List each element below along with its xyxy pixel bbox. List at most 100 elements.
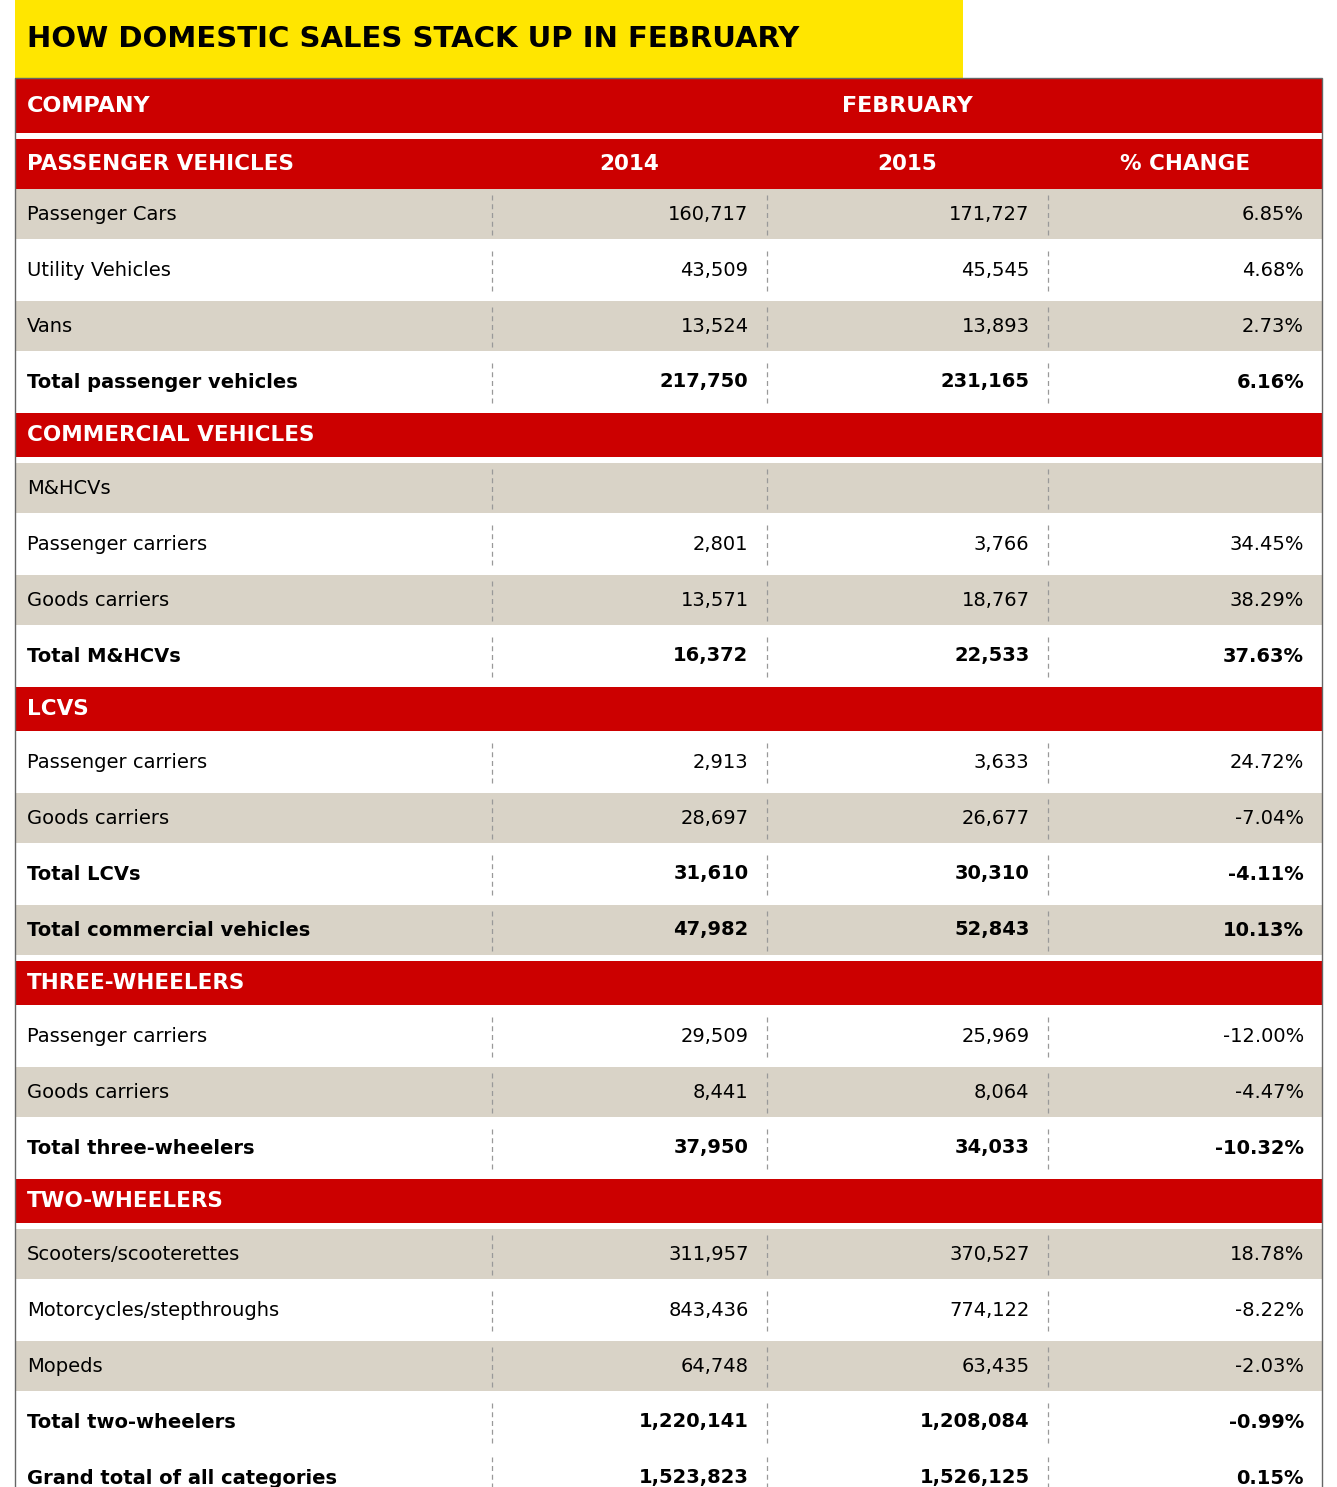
- Text: 10.13%: 10.13%: [1223, 920, 1304, 940]
- Text: Total two-wheelers: Total two-wheelers: [27, 1413, 235, 1432]
- Text: 2,801: 2,801: [693, 534, 749, 553]
- Text: COMPANY: COMPANY: [27, 95, 151, 116]
- Bar: [15, 1123, 1322, 1173]
- Text: 34,033: 34,033: [955, 1139, 1029, 1157]
- Bar: [15, 300, 1322, 351]
- Bar: [15, 1285, 1322, 1335]
- Text: Scooters/scooterettes: Scooters/scooterettes: [27, 1245, 241, 1264]
- Bar: [15, 1335, 1322, 1341]
- Bar: [15, 77, 1322, 132]
- Bar: [15, 413, 1322, 457]
- Bar: [15, 239, 1322, 245]
- Bar: [15, 787, 1322, 793]
- Text: Passenger carriers: Passenger carriers: [27, 534, 207, 553]
- Text: Utility Vehicles: Utility Vehicles: [27, 260, 171, 280]
- Text: Goods carriers: Goods carriers: [27, 590, 168, 610]
- Bar: [15, 738, 1322, 787]
- Bar: [15, 357, 1322, 407]
- Text: LCVS: LCVS: [27, 699, 88, 720]
- Text: Mopeds: Mopeds: [27, 1356, 103, 1375]
- Text: 1,220,141: 1,220,141: [639, 1413, 749, 1432]
- Bar: [15, 351, 1322, 357]
- Text: Total commercial vehicles: Total commercial vehicles: [27, 920, 310, 940]
- Text: 6.16%: 6.16%: [1237, 373, 1304, 391]
- Text: 1,526,125: 1,526,125: [920, 1469, 1029, 1487]
- Text: Total LCVs: Total LCVs: [27, 864, 140, 883]
- Text: 18,767: 18,767: [961, 590, 1029, 610]
- Text: -12.00%: -12.00%: [1223, 1026, 1304, 1045]
- Bar: [15, 0, 963, 77]
- Bar: [15, 1173, 1322, 1179]
- Bar: [15, 732, 1322, 738]
- Bar: [15, 1117, 1322, 1123]
- Text: 843,436: 843,436: [668, 1301, 749, 1319]
- Text: % CHANGE: % CHANGE: [1119, 155, 1250, 174]
- Bar: [15, 1068, 1322, 1117]
- Text: Total M&HCVs: Total M&HCVs: [27, 647, 180, 666]
- Text: Total three-wheelers: Total three-wheelers: [27, 1139, 254, 1157]
- Text: 38.29%: 38.29%: [1230, 590, 1304, 610]
- Text: 13,893: 13,893: [961, 317, 1029, 336]
- Bar: [15, 1179, 1322, 1222]
- Text: 26,677: 26,677: [961, 809, 1029, 827]
- Text: 0.15%: 0.15%: [1237, 1469, 1304, 1487]
- Bar: [15, 138, 1322, 189]
- Text: 231,165: 231,165: [940, 373, 1029, 391]
- Text: 1,208,084: 1,208,084: [920, 1413, 1029, 1432]
- Bar: [15, 687, 1322, 732]
- Text: Passenger Cars: Passenger Cars: [27, 205, 176, 223]
- Bar: [15, 793, 1322, 843]
- Text: 171,727: 171,727: [949, 205, 1029, 223]
- Text: -10.32%: -10.32%: [1215, 1139, 1304, 1157]
- Text: 47,982: 47,982: [674, 920, 749, 940]
- Bar: [15, 462, 1322, 513]
- Text: 2014: 2014: [599, 155, 659, 174]
- Bar: [15, 245, 1322, 294]
- Text: Grand total of all categories: Grand total of all categories: [27, 1469, 337, 1487]
- Text: Goods carriers: Goods carriers: [27, 809, 168, 827]
- Bar: [15, 1011, 1322, 1062]
- Text: 25,969: 25,969: [961, 1026, 1029, 1045]
- Text: 217,750: 217,750: [660, 373, 749, 391]
- Bar: [15, 407, 1322, 413]
- Bar: [15, 1279, 1322, 1285]
- Text: 16,372: 16,372: [674, 647, 749, 666]
- Bar: [15, 513, 1322, 519]
- Bar: [15, 1447, 1322, 1453]
- Text: 63,435: 63,435: [961, 1356, 1029, 1375]
- Text: 8,064: 8,064: [975, 1083, 1029, 1102]
- Text: HOW DOMESTIC SALES STACK UP IN FEBRUARY: HOW DOMESTIC SALES STACK UP IN FEBRUARY: [27, 25, 800, 54]
- Text: THREE-WHEELERS: THREE-WHEELERS: [27, 972, 246, 993]
- Text: 45,545: 45,545: [961, 260, 1029, 280]
- Text: Passenger carriers: Passenger carriers: [27, 1026, 207, 1045]
- Text: -2.03%: -2.03%: [1235, 1356, 1304, 1375]
- Bar: [15, 1396, 1322, 1447]
- Text: 29,509: 29,509: [681, 1026, 749, 1045]
- Text: 43,509: 43,509: [681, 260, 749, 280]
- Bar: [15, 189, 1322, 239]
- Text: -0.99%: -0.99%: [1229, 1413, 1304, 1432]
- Bar: [15, 900, 1322, 906]
- Text: 64,748: 64,748: [681, 1356, 749, 1375]
- Bar: [15, 843, 1322, 849]
- Text: 22,533: 22,533: [955, 647, 1029, 666]
- Text: FEBRUARY: FEBRUARY: [842, 95, 972, 116]
- Bar: [15, 1453, 1322, 1487]
- Bar: [15, 1062, 1322, 1068]
- Text: Passenger carriers: Passenger carriers: [27, 752, 207, 772]
- Text: 1,523,823: 1,523,823: [639, 1469, 749, 1487]
- Text: 31,610: 31,610: [674, 864, 749, 883]
- Text: 37.63%: 37.63%: [1223, 647, 1304, 666]
- Text: TWO-WHEELERS: TWO-WHEELERS: [27, 1191, 223, 1210]
- Text: 2,913: 2,913: [693, 752, 749, 772]
- Text: 3,766: 3,766: [973, 534, 1029, 553]
- Bar: [15, 625, 1322, 630]
- Bar: [15, 519, 1322, 570]
- Text: Total passenger vehicles: Total passenger vehicles: [27, 373, 298, 391]
- Bar: [15, 1005, 1322, 1011]
- Bar: [15, 630, 1322, 681]
- Bar: [15, 1228, 1322, 1279]
- Bar: [15, 457, 1322, 462]
- Text: COMMERCIAL VEHICLES: COMMERCIAL VEHICLES: [27, 425, 314, 445]
- Text: Vans: Vans: [27, 317, 74, 336]
